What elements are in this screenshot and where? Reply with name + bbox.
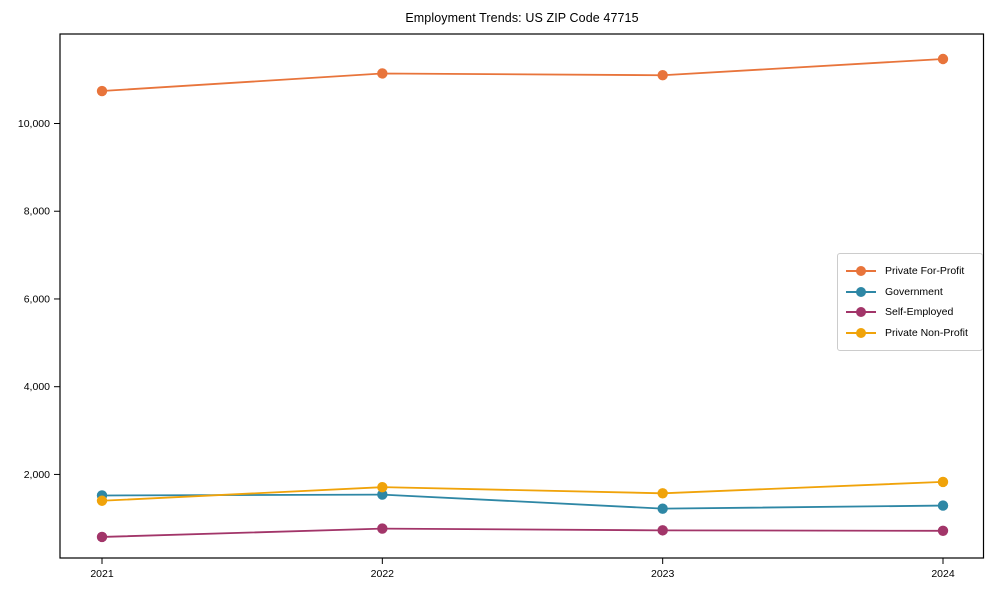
data-point-private-for-profit-2023 xyxy=(657,70,668,81)
legend-line-marker-icon xyxy=(846,327,876,338)
series-line-self-employed xyxy=(101,527,944,538)
x-tick-label: 2024 xyxy=(931,568,955,580)
data-point-government-2022 xyxy=(377,489,388,500)
legend-dot-icon xyxy=(856,286,866,297)
y-tick-label: 2,000 xyxy=(24,469,50,481)
legend-label: Private For-Profit xyxy=(885,265,965,278)
data-point-self-employed-2022 xyxy=(377,523,388,534)
legend-item-private-non-profit: Private Non-Profit xyxy=(846,323,974,344)
data-point-private-non-profit-2024 xyxy=(937,476,949,488)
data-point-government-2024 xyxy=(937,500,949,511)
legend-label: Self-Employed xyxy=(885,306,954,319)
x-tick-label: 2023 xyxy=(651,568,675,580)
y-tick-label: 4,000 xyxy=(24,381,50,393)
data-point-private-non-profit-2022 xyxy=(377,481,388,493)
x-tick-label: 2021 xyxy=(90,568,114,580)
legend-label: Private Non-Profit xyxy=(885,326,968,339)
legend-item-government: Government xyxy=(846,282,974,303)
legend-line-marker-icon xyxy=(846,286,876,297)
series-line-private-for-profit xyxy=(101,58,944,92)
legend-line-marker-icon xyxy=(846,307,876,318)
series-layer xyxy=(96,53,949,543)
data-point-self-employed-2021 xyxy=(96,531,108,543)
legend-item-private-for-profit: Private For-Profit xyxy=(846,261,974,282)
chart-title: Employment Trends: US ZIP Code 47715 xyxy=(405,11,639,25)
y-tick-label: 6,000 xyxy=(24,293,50,305)
data-point-private-for-profit-2021 xyxy=(96,85,108,97)
y-tick-label: 8,000 xyxy=(24,206,50,218)
plot-frame xyxy=(59,33,985,559)
data-point-private-non-profit-2023 xyxy=(657,488,668,499)
data-point-self-employed-2024 xyxy=(937,525,949,537)
legend: Private For-Profit Government Self-Emplo… xyxy=(837,253,983,351)
legend-line-marker-icon xyxy=(846,266,876,277)
series-line-government xyxy=(101,493,944,510)
legend-dot-icon xyxy=(856,266,866,277)
legend-dot-icon xyxy=(856,327,866,338)
data-point-self-employed-2023 xyxy=(657,525,668,536)
legend-dot-icon xyxy=(856,307,866,318)
legend-label: Government xyxy=(885,285,943,298)
y-tick-label: 10,000 xyxy=(18,118,50,130)
data-point-private-for-profit-2022 xyxy=(377,68,388,79)
series-line-private-non-profit xyxy=(101,480,944,502)
legend-item-self-employed: Self-Employed xyxy=(846,302,974,323)
axes-layer: 2,000 4,000 6,000 8,000 10,000 2021 2022 2023 20… xyxy=(18,33,985,580)
data-point-private-for-profit-2024 xyxy=(937,53,949,65)
x-tick-label: 2022 xyxy=(371,568,395,580)
data-point-government-2023 xyxy=(657,503,668,514)
data-point-private-non-profit-2021 xyxy=(96,495,108,506)
